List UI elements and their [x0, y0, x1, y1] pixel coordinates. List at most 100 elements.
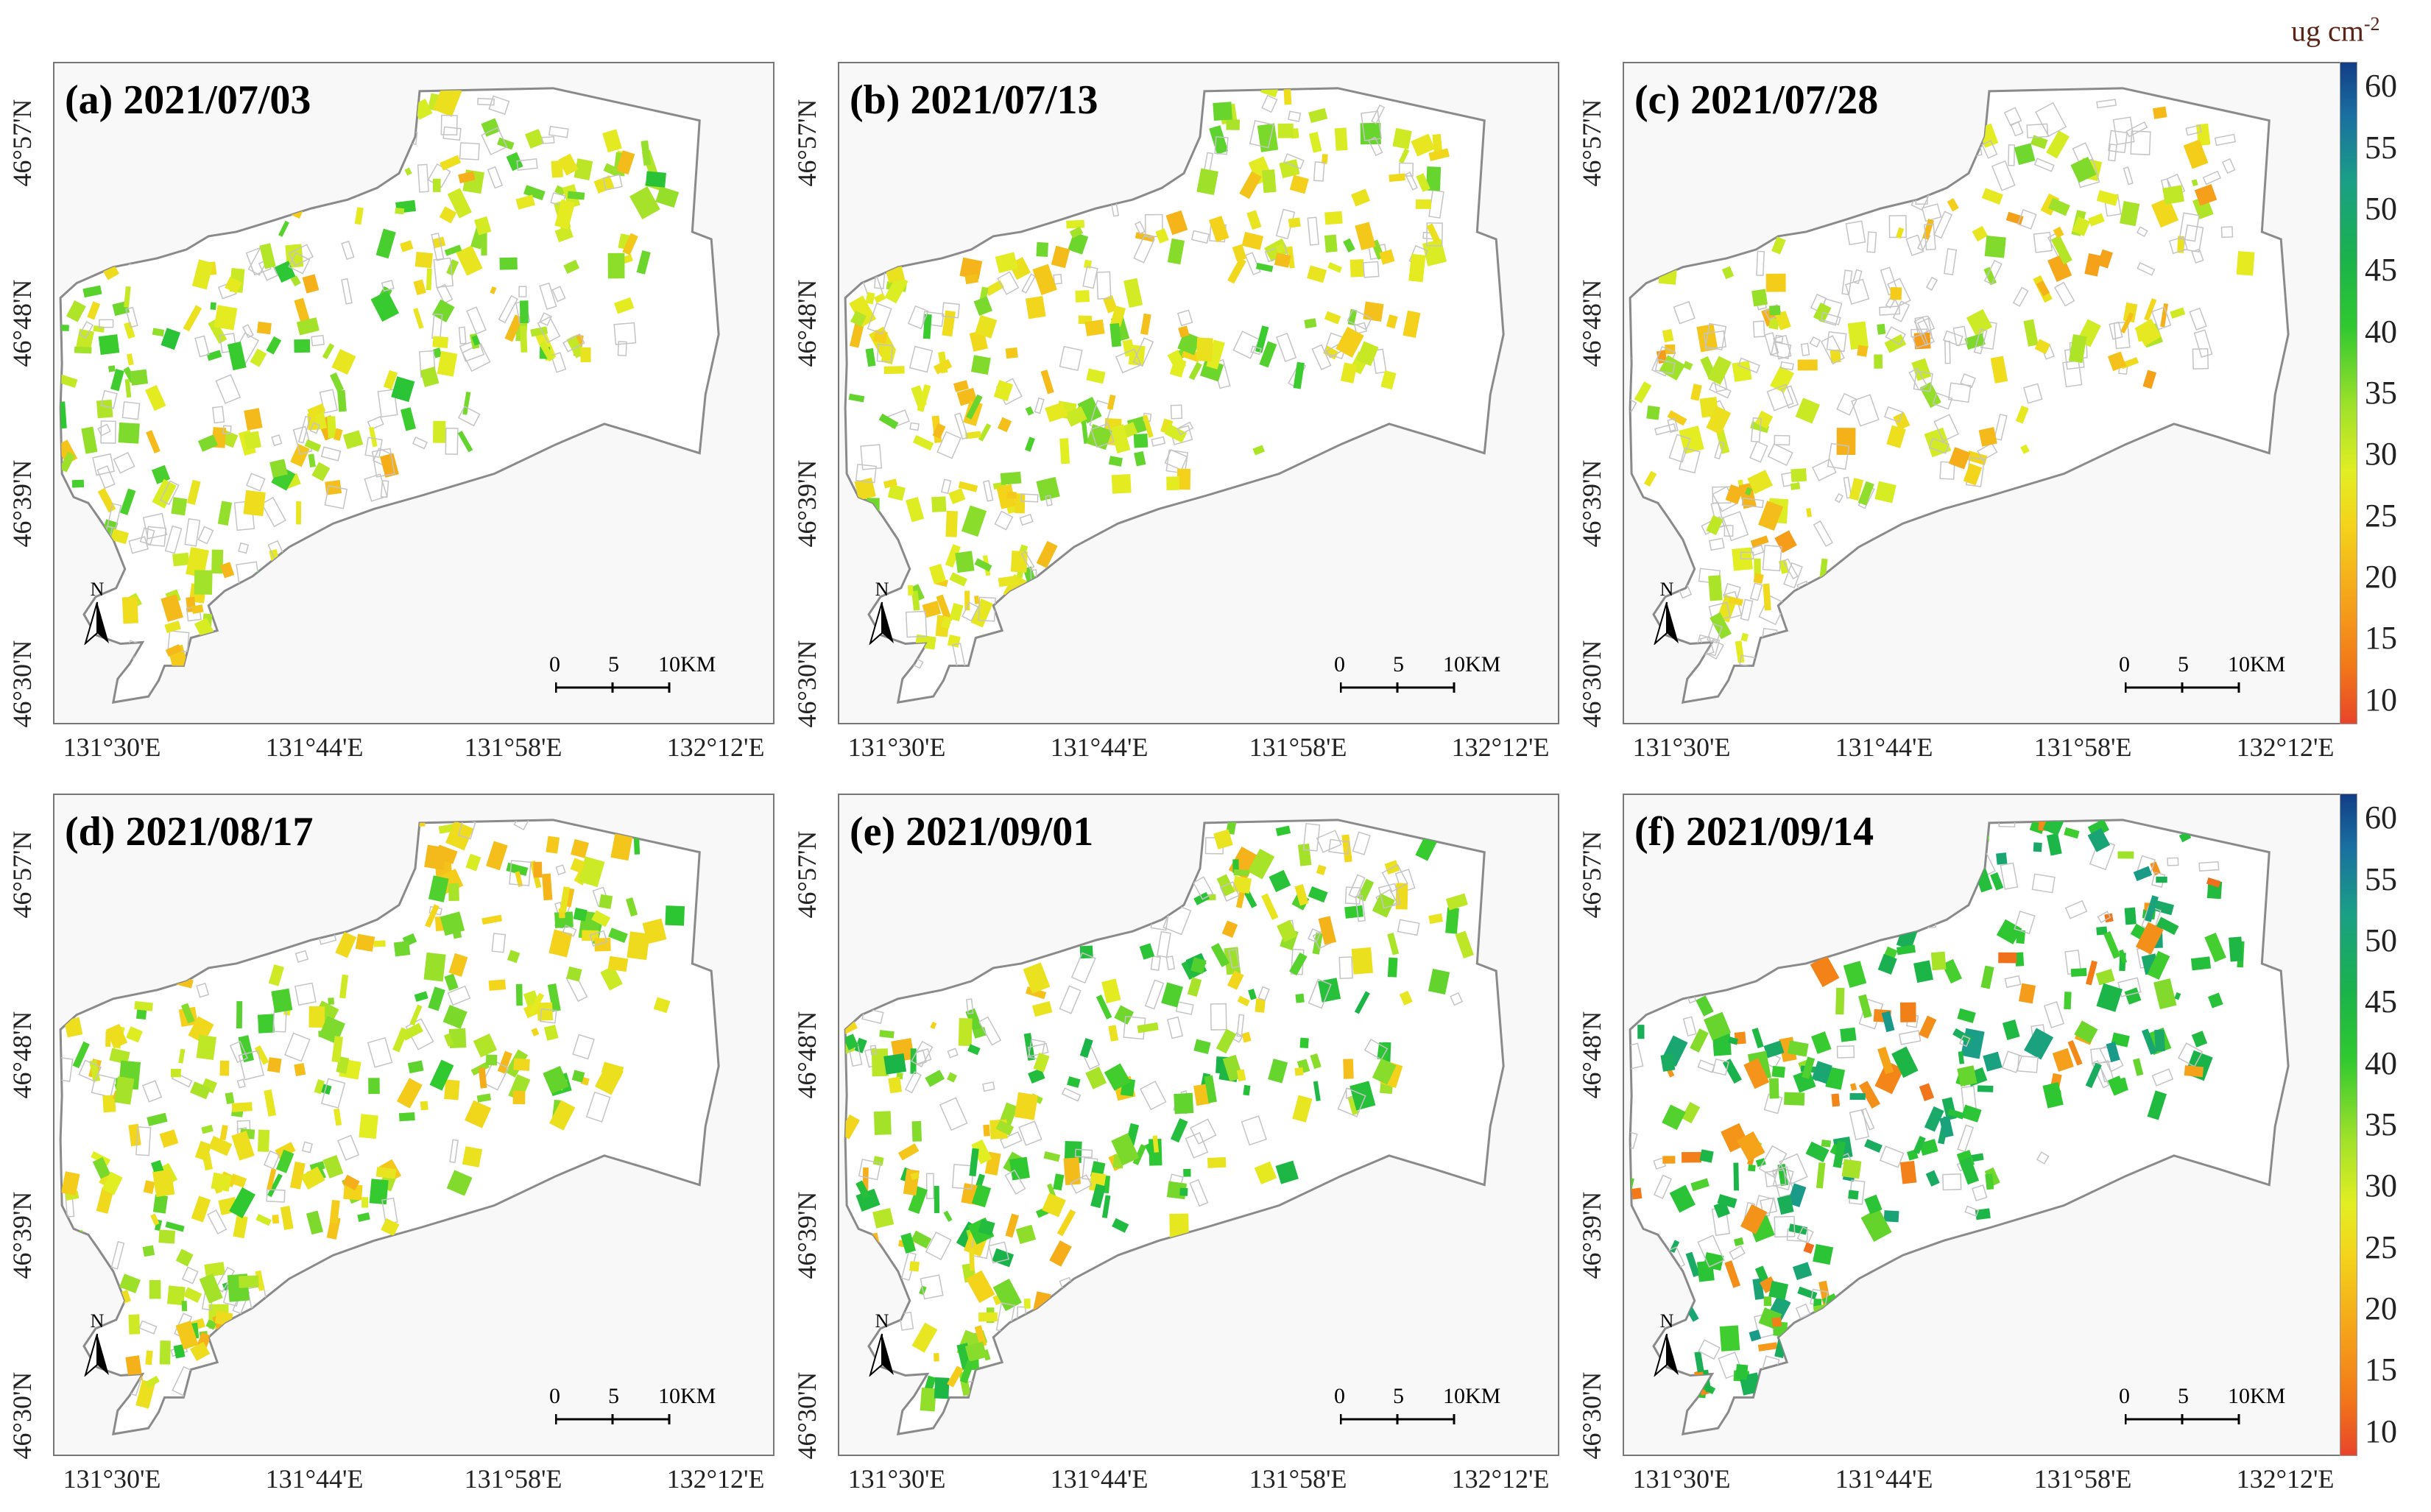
field-parcel-outline	[1228, 948, 1241, 969]
field-parcel-outline	[341, 278, 353, 305]
field-parcel	[1142, 414, 1154, 438]
field-parcel-outline	[1249, 119, 1274, 149]
scale-bar-line	[555, 1414, 671, 1424]
field-parcel-outline	[78, 1059, 102, 1082]
field-parcel	[1924, 427, 1952, 458]
field-parcel-outline	[1820, 335, 1845, 365]
field-parcel	[503, 80, 512, 88]
field-parcel	[119, 1273, 141, 1293]
field-parcel	[423, 952, 446, 982]
panel-title-e: (e) 2021/09/01	[850, 809, 1094, 855]
colorbar-tick-label: 35	[2365, 1106, 2397, 1142]
field-parcel-outline	[1236, 1014, 1245, 1037]
field-parcel	[71, 479, 85, 488]
field-parcel	[1227, 258, 1246, 284]
field-parcel-outline	[572, 1034, 595, 1060]
region-boundary	[844, 87, 1505, 704]
field-parcel	[1930, 951, 1947, 971]
field-parcel	[1755, 1158, 1766, 1167]
field-parcel-outline	[1353, 322, 1368, 335]
field-parcel-outline	[2062, 360, 2083, 388]
field-parcel-outline	[128, 536, 149, 554]
field-parcel-outline	[1964, 1205, 1980, 1217]
field-parcel	[897, 1143, 920, 1161]
field-parcel-outline	[1139, 1080, 1167, 1111]
field-parcel	[845, 1114, 860, 1140]
field-parcel	[465, 853, 481, 872]
field-parcel-outline	[1939, 461, 1955, 480]
field-parcel	[520, 325, 528, 353]
scale-label-5: 5	[1393, 1384, 1404, 1408]
field-parcel-outline	[1972, 1184, 1988, 1201]
field-parcel	[2153, 978, 2177, 1010]
field-parcel	[2152, 106, 2167, 119]
field-parcel	[458, 171, 476, 184]
field-parcel	[98, 334, 120, 356]
field-parcel-outline	[1697, 1234, 1725, 1268]
field-parcel-outline	[1960, 373, 1976, 389]
field-parcel	[191, 604, 204, 614]
field-parcel	[476, 1093, 492, 1103]
field-parcel	[943, 1210, 953, 1222]
field-parcel-outline	[1805, 607, 1830, 628]
field-parcel-outline	[1313, 161, 1325, 182]
field-parcel	[481, 914, 503, 925]
field-parcel-outline	[1820, 311, 1841, 325]
field-parcel	[271, 988, 293, 1014]
field-parcel	[1261, 893, 1279, 920]
field-parcel-outline	[1883, 406, 1904, 423]
field-parcel	[267, 1173, 283, 1198]
field-parcel	[289, 1161, 306, 1190]
field-parcel	[2118, 949, 2128, 964]
field-parcel	[331, 349, 356, 375]
field-parcel	[1111, 474, 1132, 494]
field-parcel	[1880, 148, 1897, 160]
field-parcel-outline	[2033, 231, 2053, 253]
field-parcel	[1408, 253, 1426, 283]
field-parcel	[401, 1022, 423, 1041]
field-parcel-outline	[1977, 442, 1998, 462]
field-parcel	[1980, 965, 1994, 989]
field-parcel	[311, 462, 331, 481]
field-parcel	[1841, 572, 1860, 591]
field-parcel-outline	[867, 303, 892, 335]
field-parcel	[1221, 920, 1238, 938]
field-parcel	[1011, 1343, 1029, 1360]
field-parcel	[1081, 421, 1089, 444]
field-parcel	[1897, 944, 1916, 955]
field-parcel	[1428, 969, 1450, 995]
field-parcel	[1386, 314, 1398, 329]
field-parcel	[2204, 932, 2226, 963]
region-boundary	[1629, 87, 2290, 704]
field-parcel	[60, 324, 69, 331]
field-parcel	[936, 594, 953, 623]
field-parcel	[1399, 990, 1413, 1006]
field-parcel	[906, 496, 925, 523]
field-parcel-outline	[1913, 370, 1933, 392]
field-parcel	[1749, 1329, 1762, 1342]
field-parcel	[294, 339, 311, 353]
field-parcel-outline	[110, 1240, 125, 1270]
field-parcel-outline	[364, 473, 388, 502]
field-parcel-outline	[548, 125, 569, 138]
field-parcel	[1187, 977, 1202, 997]
longitude-label: 131°30'E	[1632, 732, 1731, 762]
field-parcel-outline	[2031, 873, 2056, 894]
field-parcel	[573, 908, 588, 922]
field-parcel	[1990, 356, 2008, 384]
field-parcel-outline	[1957, 1124, 1975, 1153]
field-parcel	[407, 1060, 424, 1074]
field-parcel	[210, 302, 216, 310]
longitude-label: 132°12'E	[1451, 1464, 1550, 1494]
field-parcel	[933, 358, 953, 375]
field-parcel	[1167, 350, 1187, 372]
field-parcel	[1095, 995, 1112, 1020]
field-parcel-outline	[1045, 495, 1053, 506]
field-parcel	[2107, 1075, 2126, 1096]
field-parcel	[128, 1314, 141, 1335]
field-parcel	[1857, 345, 1869, 357]
field-parcel	[96, 1187, 114, 1214]
field-parcel	[1843, 961, 1867, 988]
field-parcel	[1193, 891, 1210, 905]
north-arrow-shape	[1654, 1333, 1679, 1377]
